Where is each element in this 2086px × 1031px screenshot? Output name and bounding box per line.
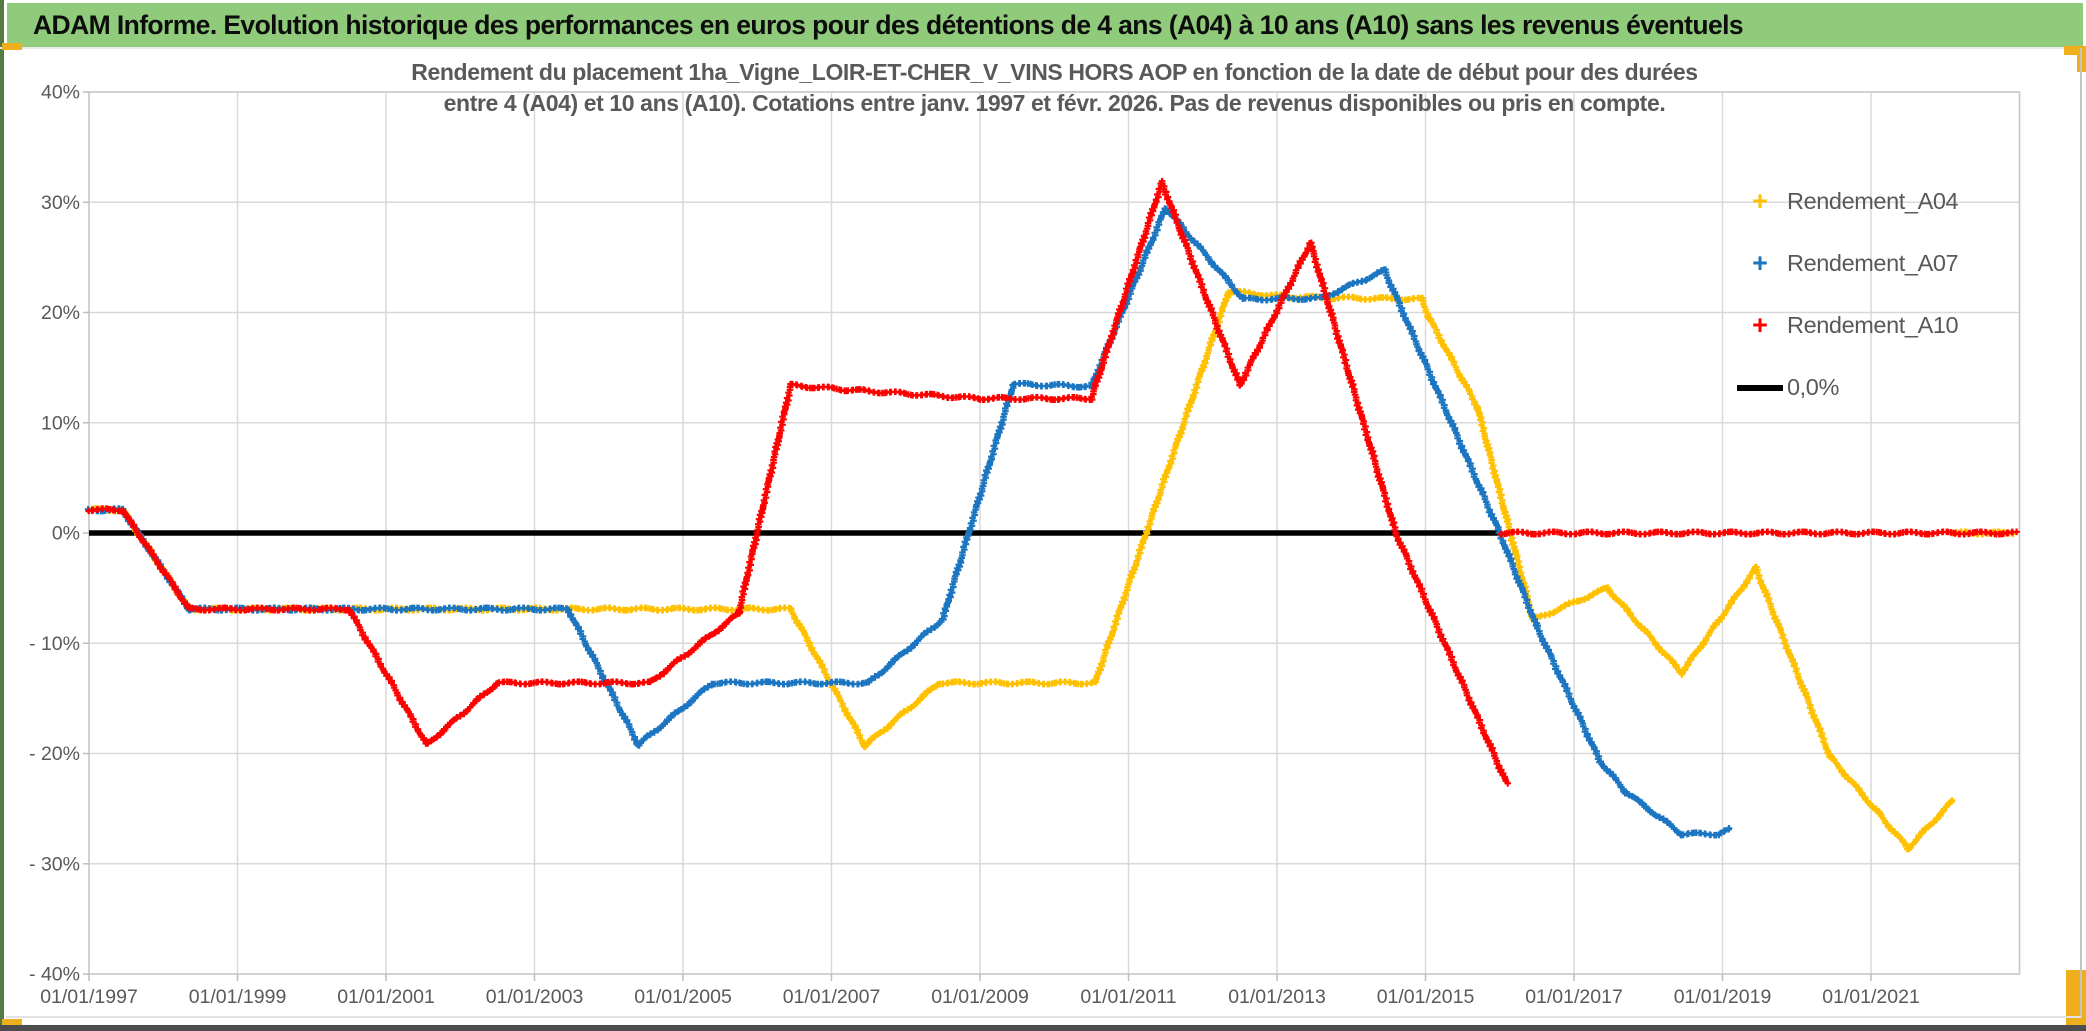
zero-line-swatch-icon — [1737, 384, 1783, 391]
x-axis-tick-label: 01/01/1997 — [40, 986, 138, 1008]
chart-frame-border — [2080, 48, 2082, 1018]
x-axis-tick-label: 01/01/2013 — [1228, 986, 1326, 1008]
legend-item-rendement-a10[interactable]: + Rendement_A10 — [1737, 311, 1958, 340]
y-axis-tick-label: - 10% — [29, 633, 80, 655]
x-axis-tick-label: 01/01/2011 — [1080, 986, 1176, 1008]
plus-marker-icon: + — [1752, 186, 1768, 216]
window-left-border — [0, 0, 4, 1026]
legend-item-rendement-a07[interactable]: + Rendement_A07 — [1737, 249, 1958, 278]
y-axis-tick-label: - 30% — [29, 853, 80, 875]
y-axis-tick-label: - 40% — [29, 964, 80, 986]
chart-subtitle: Rendement du placement 1ha_Vigne_LOIR-ET… — [89, 57, 2020, 119]
selection-handle-top-left[interactable] — [2, 43, 22, 50]
window-bottom-border — [0, 1025, 2086, 1031]
y-axis-tick-label: 30% — [41, 192, 80, 214]
y-axis-tick-label: 20% — [41, 302, 80, 324]
series-Rendement_A10[interactable] — [85, 177, 2020, 787]
legend-item-zero-line[interactable]: 0,0% — [1737, 373, 1958, 402]
chart-subtitle-line1: Rendement du placement 1ha_Vigne_LOIR-ET… — [411, 59, 1698, 85]
legend-label: Rendement_A07 — [1787, 250, 1959, 276]
x-axis-tick-label: 01/01/2017 — [1525, 986, 1623, 1008]
y-axis-tick-label: - 20% — [29, 743, 80, 765]
x-axis-tick-label: 01/01/2021 — [1822, 986, 1920, 1008]
x-axis-tick-label: 01/01/2003 — [486, 986, 584, 1008]
y-axis-tick-label: 10% — [41, 412, 80, 434]
title-separator — [0, 47, 2086, 49]
x-axis-tick-label: 01/01/2005 — [634, 986, 732, 1008]
legend-label: Rendement_A04 — [1787, 188, 1959, 214]
x-axis-tick-label: 01/01/2007 — [783, 986, 881, 1008]
chart-legend: + Rendement_A04 + Rendement_A07 + Rendem… — [1737, 187, 1959, 402]
x-axis-tick-label: 01/01/2009 — [931, 986, 1029, 1008]
plus-marker-icon: + — [1752, 248, 1768, 278]
bottom-separator — [6, 1016, 2081, 1018]
title-bar: ADAM Informe. Evolution historique des p… — [7, 3, 2083, 47]
legend-label: 0,0% — [1787, 374, 1839, 400]
legend-item-rendement-a04[interactable]: + Rendement_A04 — [1737, 187, 1958, 216]
selection-handle-bottom-left[interactable] — [2, 1019, 22, 1026]
x-axis-tick-label: 01/01/2015 — [1377, 986, 1475, 1008]
selection-handle-top-right[interactable] — [2064, 46, 2086, 55]
legend-label: Rendement_A10 — [1787, 312, 1959, 338]
x-axis-tick-label: 01/01/2019 — [1674, 986, 1772, 1008]
plus-marker-icon: + — [1752, 310, 1768, 340]
page-title: ADAM Informe. Evolution historique des p… — [33, 9, 1744, 40]
x-axis-tick-label: 01/01/1999 — [189, 986, 287, 1008]
x-axis-tick-label: 01/01/2001 — [337, 986, 435, 1008]
y-axis-tick-label: 0% — [52, 523, 80, 545]
chart-subtitle-line2: entre 4 (A04) et 10 ans (A10). Cotations… — [443, 90, 1666, 116]
y-axis-tick-label: 40% — [41, 82, 80, 104]
